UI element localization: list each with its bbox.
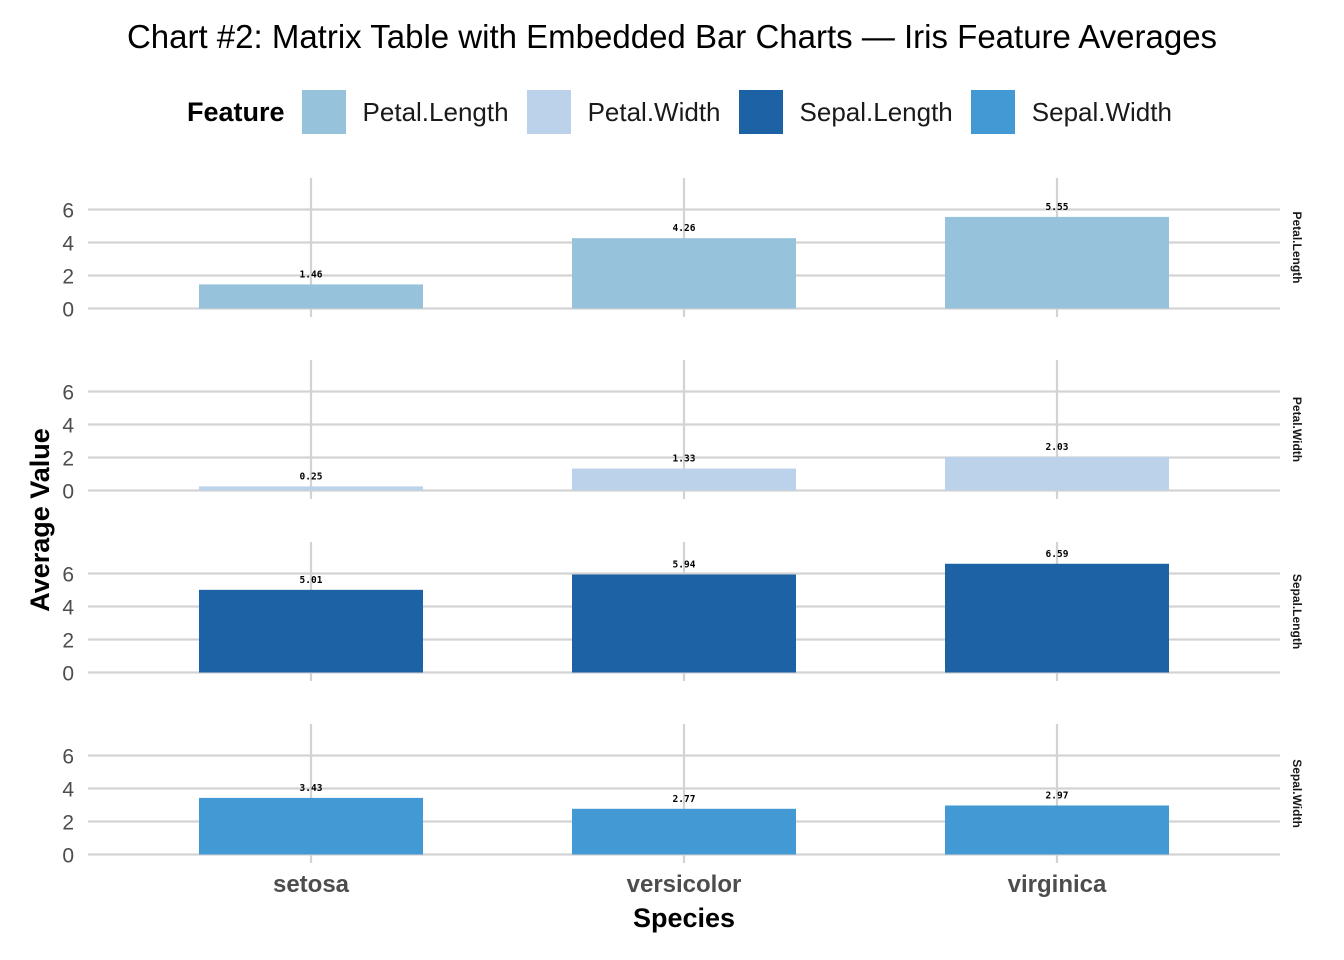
- bar-sepal-width-virginica: [945, 805, 1169, 855]
- y-tick-label-petal-length-4: 4: [62, 233, 74, 256]
- y-tick-label-sepal-width-4: 4: [62, 779, 74, 802]
- y-tick-label-petal-width-0: 0: [62, 481, 74, 504]
- data-label-sepal-length-setosa: 5.01: [300, 575, 323, 586]
- y-tick-label-petal-length-6: 6: [62, 200, 74, 223]
- bar-sepal-width-versicolor: [572, 808, 796, 855]
- bar-sepal-width-setosa: [199, 797, 423, 855]
- legend-label-sepal-length: Sepal.Length: [799, 96, 953, 127]
- y-tick-label-sepal-length-6: 6: [62, 564, 74, 587]
- y-tick-label-petal-length-0: 0: [62, 299, 74, 322]
- bar-petal-length-virginica: [945, 216, 1169, 309]
- y-tick-label-sepal-length-4: 4: [62, 597, 74, 620]
- legend-label-petal-length: Petal.Length: [362, 96, 509, 127]
- data-label-petal-width-setosa: 0.25: [300, 471, 323, 482]
- data-label-petal-width-virginica: 2.03: [1046, 442, 1069, 453]
- data-label-sepal-width-setosa: 3.43: [300, 783, 323, 794]
- data-label-sepal-width-versicolor: 2.77: [673, 794, 696, 805]
- bar-sepal-length-setosa: [199, 589, 423, 673]
- y-tick-label-petal-width-4: 4: [62, 415, 74, 438]
- bar-petal-width-setosa: [199, 486, 423, 491]
- legend-item-sepal-length: Sepal.Length: [738, 90, 953, 134]
- facet-strip-label-petal-width: Petal.Width: [1290, 397, 1304, 462]
- data-label-petal-length-versicolor: 4.26: [673, 223, 696, 234]
- bar-sepal-length-virginica: [945, 563, 1169, 673]
- legend: Feature Petal.Length Petal.Width Sepal.L…: [187, 90, 1190, 134]
- bar-sepal-length-versicolor: [572, 574, 796, 673]
- legend-item-petal-width: Petal.Width: [526, 90, 721, 134]
- legend-key-sepal-length: [738, 90, 783, 134]
- bar-petal-length-setosa: [199, 284, 423, 309]
- y-tick-label-sepal-width-0: 0: [62, 845, 74, 868]
- y-tick-label-petal-length-2: 2: [62, 266, 74, 289]
- bar-petal-length-versicolor: [572, 238, 796, 309]
- data-label-petal-length-setosa: 1.46: [300, 269, 323, 280]
- y-tick-label-petal-width-6: 6: [62, 382, 74, 405]
- facet-strip-label-petal-length: Petal.Length: [1290, 211, 1304, 283]
- y-tick-label-sepal-width-6: 6: [62, 746, 74, 769]
- bar-petal-width-virginica: [945, 457, 1169, 491]
- x-tick-label-setosa: setosa: [273, 871, 350, 898]
- y-tick-label-sepal-length-0: 0: [62, 663, 74, 686]
- data-label-sepal-length-virginica: 6.59: [1046, 549, 1069, 560]
- bar-petal-width-versicolor: [572, 468, 796, 491]
- legend-label-petal-width: Petal.Width: [587, 96, 721, 127]
- legend-key-sepal-width: [970, 90, 1015, 134]
- data-label-petal-width-versicolor: 1.33: [673, 454, 696, 465]
- x-tick-label-versicolor: versicolor: [627, 871, 742, 898]
- legend-key-petal-width: [526, 90, 571, 134]
- legend-item-petal-length: Petal.Length: [301, 90, 509, 134]
- y-tick-label-petal-width-2: 2: [62, 448, 74, 471]
- data-label-sepal-length-versicolor: 5.94: [673, 559, 696, 570]
- x-tick-label-virginica: virginica: [1008, 871, 1107, 898]
- legend-title: Feature: [187, 96, 285, 127]
- facet-strip-label-sepal-length: Sepal.Length: [1290, 574, 1304, 649]
- legend-item-sepal-width: Sepal.Width: [970, 90, 1172, 134]
- data-label-sepal-width-virginica: 2.97: [1046, 790, 1069, 801]
- facet-strip-label-sepal-width: Sepal.Width: [1290, 759, 1304, 828]
- y-tick-label-sepal-width-2: 2: [62, 812, 74, 835]
- legend-key-petal-length: [301, 90, 346, 134]
- y-axis-label: Average Value: [25, 428, 55, 612]
- x-axis-label: Species: [633, 903, 735, 933]
- legend-label-sepal-width: Sepal.Width: [1031, 96, 1172, 127]
- data-label-petal-length-virginica: 5.55: [1046, 202, 1069, 213]
- chart-title: Chart #2: Matrix Table with Embedded Bar…: [126, 18, 1218, 55]
- y-tick-label-sepal-length-2: 2: [62, 630, 74, 653]
